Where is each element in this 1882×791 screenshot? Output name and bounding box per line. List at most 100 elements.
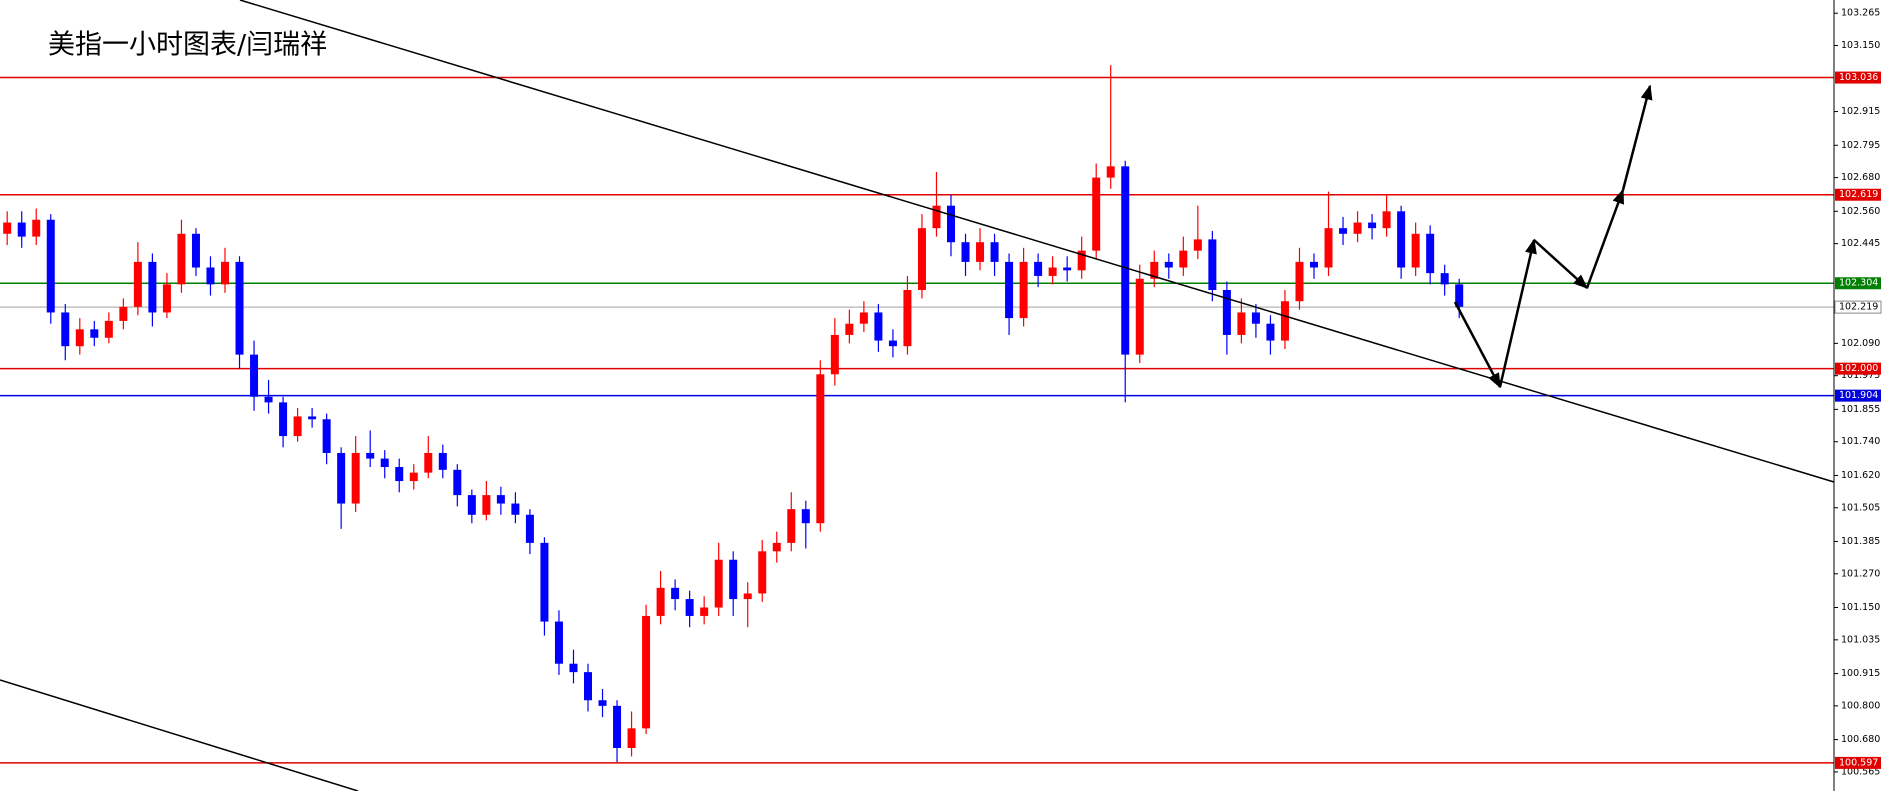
- candle-body: [496, 495, 505, 504]
- y-tick-label: 100.915: [1841, 668, 1880, 679]
- candle-body: [1310, 261, 1318, 268]
- candle-body: [1063, 267, 1072, 271]
- y-tick-label: 102.560: [1841, 206, 1880, 217]
- candle-body: [1280, 301, 1289, 341]
- candle-body: [932, 205, 941, 229]
- candle-body: [1440, 273, 1449, 285]
- candle-body: [613, 705, 622, 749]
- candle-body: [206, 267, 215, 285]
- candle-body: [177, 233, 186, 285]
- level-label-box: [1834, 300, 1882, 314]
- candle-body: [540, 542, 549, 622]
- candle-body: [322, 419, 331, 453]
- candle-body: [511, 503, 520, 515]
- candle-body: [75, 329, 84, 347]
- candle-body: [627, 728, 636, 749]
- candle-body: [859, 312, 868, 324]
- y-tick-label: 101.975: [1841, 370, 1880, 381]
- y-tick-label: 101.740: [1841, 436, 1880, 447]
- candle-body: [961, 242, 970, 262]
- candle-body: [438, 452, 447, 470]
- candle-body: [554, 621, 563, 664]
- candle-body: [293, 416, 302, 437]
- arrow: [1621, 84, 1653, 191]
- candle-body: [424, 452, 433, 473]
- candle-body: [148, 261, 157, 313]
- candle-body: [1237, 312, 1246, 335]
- candle-body: [1426, 233, 1435, 274]
- candle-body: [409, 472, 418, 482]
- arrow: [1498, 238, 1537, 388]
- y-tick-label: 103.265: [1841, 8, 1880, 19]
- candle-body: [1106, 166, 1115, 178]
- candle-body: [714, 559, 723, 608]
- candle-body: [3, 222, 12, 234]
- candles: [3, 65, 1464, 763]
- candle-body: [671, 587, 680, 600]
- level-label: 101.904: [1839, 390, 1878, 401]
- candle-body: [61, 312, 70, 347]
- candle-body: [1339, 228, 1348, 234]
- candle-body: [1222, 289, 1231, 335]
- arrow: [1585, 188, 1625, 289]
- level-label-box: [1835, 362, 1881, 375]
- candle-body: [351, 452, 360, 504]
- candle-body: [888, 340, 897, 347]
- candle-body: [191, 233, 200, 268]
- candle-body: [801, 509, 810, 524]
- candle-body: [453, 469, 462, 496]
- candle-body: [1150, 261, 1159, 279]
- candle-body: [772, 542, 781, 552]
- level-label-box: [1835, 188, 1881, 201]
- candle-body: [874, 312, 883, 341]
- candle-body: [32, 219, 41, 237]
- candle-body: [308, 416, 317, 420]
- candle-body: [250, 354, 259, 397]
- level-label: 102.304: [1839, 278, 1878, 289]
- candle-body: [46, 219, 55, 313]
- candle-body: [119, 306, 128, 321]
- candle-body: [569, 663, 578, 673]
- candle-body: [395, 467, 404, 482]
- candle-body: [917, 228, 926, 290]
- y-tick-label: 101.620: [1841, 470, 1880, 481]
- candle-body: [482, 495, 491, 515]
- level-label: 102.000: [1839, 363, 1878, 374]
- y-tick-label: 102.445: [1841, 238, 1880, 249]
- y-tick-label: 102.915: [1841, 106, 1880, 117]
- horizontal-levels: [0, 76, 1834, 764]
- candle-body: [1092, 177, 1101, 251]
- chart-title: 美指一小时图表/闫瑞祥: [48, 30, 327, 61]
- candle-body: [162, 284, 171, 313]
- candle-body: [525, 514, 534, 543]
- candle-body: [1324, 228, 1333, 268]
- candle-body: [1397, 211, 1406, 268]
- level-label: 102.219: [1839, 302, 1878, 313]
- candle-body: [235, 261, 244, 355]
- candle-body: [337, 452, 346, 504]
- candle-body: [221, 261, 229, 285]
- level-label: 100.597: [1839, 757, 1878, 768]
- arrow: [1453, 301, 1502, 389]
- candle-body: [700, 607, 709, 616]
- candle-body: [903, 289, 912, 347]
- y-tick-label: 100.800: [1841, 700, 1880, 711]
- candle-body: [1077, 250, 1086, 271]
- candle-body: [787, 509, 796, 543]
- candle-body: [1382, 211, 1391, 229]
- y-tick-label: 101.270: [1841, 568, 1880, 579]
- y-tick-label: 101.385: [1841, 536, 1880, 547]
- y-tick-label: 102.090: [1841, 338, 1880, 349]
- candle-body: [830, 334, 839, 375]
- y-tick-label: 100.565: [1841, 766, 1880, 777]
- candle-body: [816, 374, 825, 524]
- candle-body: [758, 551, 767, 594]
- y-tick-label: 101.150: [1841, 602, 1880, 613]
- candle-body: [947, 205, 955, 243]
- y-tick-label: 101.505: [1841, 502, 1880, 513]
- candle-body: [845, 323, 854, 335]
- trend-line: [0, 679, 359, 791]
- y-tick-label: 100.680: [1841, 734, 1880, 745]
- y-tick-label: 101.855: [1841, 404, 1880, 415]
